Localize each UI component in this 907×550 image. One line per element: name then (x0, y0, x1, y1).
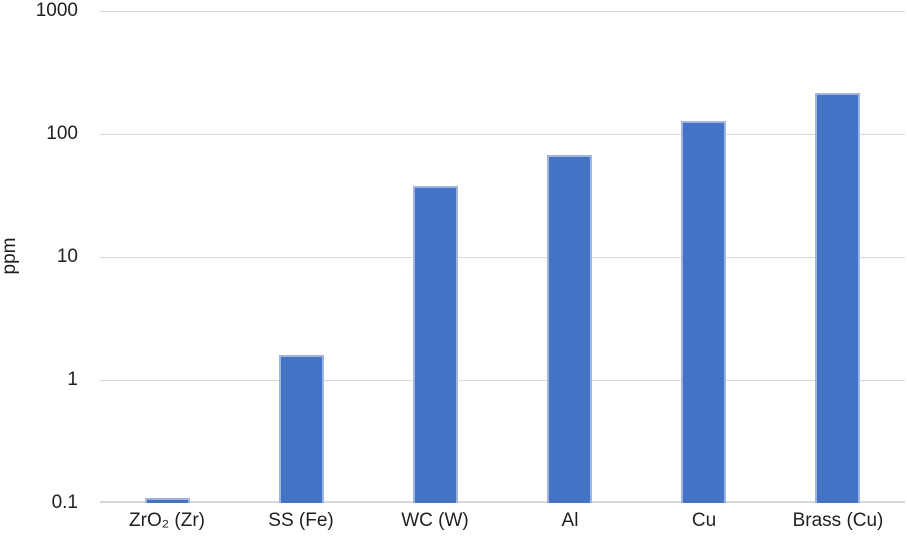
gridline (100, 501, 905, 503)
plot-area (100, 11, 905, 503)
bar-5 (681, 121, 726, 503)
y-tick-label: 100 (46, 123, 78, 144)
gridline (100, 257, 905, 258)
y-tick-label: 1 (67, 369, 78, 390)
x-category-label: SS (Fe) (268, 510, 334, 531)
y-tick-label: 10 (56, 246, 78, 267)
x-category-label: Cu (691, 510, 717, 531)
gridline (100, 134, 905, 135)
x-category-label: Brass (Cu) (792, 510, 884, 531)
gridline (100, 380, 905, 381)
x-category-label: Al (561, 510, 579, 531)
bar-3 (413, 186, 458, 503)
bar-6 (815, 93, 860, 503)
gridline (100, 11, 905, 12)
y-tick-label: 1000 (35, 0, 78, 21)
x-category-label: ZrO₂ (Zr) (129, 510, 205, 531)
y-tick-label: 0.1 (51, 492, 78, 513)
x-category-label: WC (W) (401, 510, 469, 531)
bar-1 (145, 498, 190, 503)
bar-2 (279, 355, 324, 503)
bar-4 (547, 155, 592, 503)
